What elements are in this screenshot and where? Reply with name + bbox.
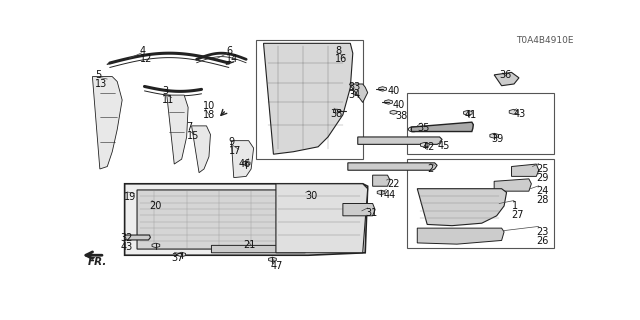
Text: 12: 12	[140, 54, 152, 64]
Text: 10: 10	[203, 101, 215, 111]
Text: 46: 46	[239, 159, 251, 169]
Polygon shape	[390, 110, 397, 114]
Text: 21: 21	[244, 240, 256, 251]
Polygon shape	[191, 126, 211, 173]
Text: 40: 40	[392, 100, 404, 110]
Polygon shape	[333, 109, 340, 113]
Text: 28: 28	[536, 195, 548, 205]
Polygon shape	[92, 76, 122, 169]
Polygon shape	[137, 190, 310, 249]
Text: 6: 6	[227, 46, 232, 56]
Text: 30: 30	[306, 191, 318, 201]
Polygon shape	[494, 72, 519, 86]
Text: 45: 45	[437, 141, 449, 151]
Text: 43: 43	[514, 108, 526, 119]
Polygon shape	[372, 175, 390, 186]
Text: 38: 38	[330, 108, 343, 119]
Text: 8: 8	[335, 46, 342, 56]
Text: 19: 19	[124, 192, 136, 203]
Polygon shape	[167, 95, 188, 164]
Text: 7: 7	[187, 122, 193, 132]
Text: 20: 20	[150, 201, 162, 211]
Text: 3: 3	[162, 86, 168, 96]
Polygon shape	[353, 90, 362, 95]
Polygon shape	[264, 43, 353, 154]
Text: 25: 25	[536, 164, 549, 174]
Polygon shape	[125, 184, 367, 255]
Text: 47: 47	[271, 261, 284, 271]
Text: 39: 39	[492, 134, 504, 145]
Text: 2: 2	[428, 164, 433, 174]
Text: 11: 11	[162, 95, 174, 105]
Polygon shape	[231, 141, 253, 178]
Polygon shape	[276, 184, 367, 253]
Text: 35: 35	[417, 124, 429, 133]
Text: 23: 23	[536, 227, 548, 237]
Polygon shape	[385, 100, 392, 104]
Text: 24: 24	[536, 186, 548, 196]
Text: 41: 41	[465, 110, 477, 120]
Polygon shape	[379, 87, 387, 91]
Polygon shape	[417, 189, 507, 226]
Text: 27: 27	[511, 210, 524, 220]
Text: 42: 42	[422, 142, 435, 152]
Polygon shape	[178, 252, 186, 257]
Text: 16: 16	[335, 54, 348, 64]
Polygon shape	[420, 142, 429, 147]
Text: 13: 13	[95, 79, 107, 89]
Text: 17: 17	[229, 146, 241, 156]
Polygon shape	[417, 228, 504, 244]
Polygon shape	[211, 245, 306, 253]
Text: 4: 4	[140, 46, 146, 56]
Text: T0A4B4910E: T0A4B4910E	[516, 36, 573, 45]
Text: 34: 34	[348, 90, 360, 100]
Text: 36: 36	[499, 70, 511, 80]
Polygon shape	[377, 190, 385, 195]
Polygon shape	[358, 137, 442, 144]
Polygon shape	[269, 257, 276, 262]
Polygon shape	[511, 164, 539, 176]
Text: 31: 31	[365, 208, 378, 219]
Polygon shape	[494, 179, 531, 191]
Polygon shape	[348, 163, 437, 170]
Text: 29: 29	[536, 173, 548, 183]
Text: 44: 44	[384, 190, 396, 200]
Text: 9: 9	[229, 137, 235, 147]
Polygon shape	[412, 122, 474, 132]
Text: 33: 33	[348, 82, 360, 92]
Polygon shape	[152, 243, 160, 248]
Text: 18: 18	[203, 110, 215, 120]
Polygon shape	[490, 133, 499, 138]
Circle shape	[412, 128, 415, 130]
Polygon shape	[343, 204, 375, 216]
Text: 40: 40	[388, 86, 400, 96]
Polygon shape	[509, 109, 518, 114]
Text: 37: 37	[172, 253, 184, 263]
Text: 38: 38	[395, 111, 407, 121]
Text: 14: 14	[227, 54, 239, 64]
Text: 5: 5	[95, 70, 101, 80]
Text: 1: 1	[511, 201, 518, 211]
Text: 32: 32	[121, 233, 133, 243]
Polygon shape	[463, 110, 472, 115]
Text: 43: 43	[121, 242, 133, 252]
Text: 22: 22	[388, 179, 400, 189]
Polygon shape	[243, 161, 250, 165]
Polygon shape	[125, 235, 150, 240]
Text: 15: 15	[187, 131, 199, 141]
Text: FR.: FR.	[88, 257, 107, 267]
Text: 26: 26	[536, 236, 548, 245]
Polygon shape	[349, 84, 367, 102]
